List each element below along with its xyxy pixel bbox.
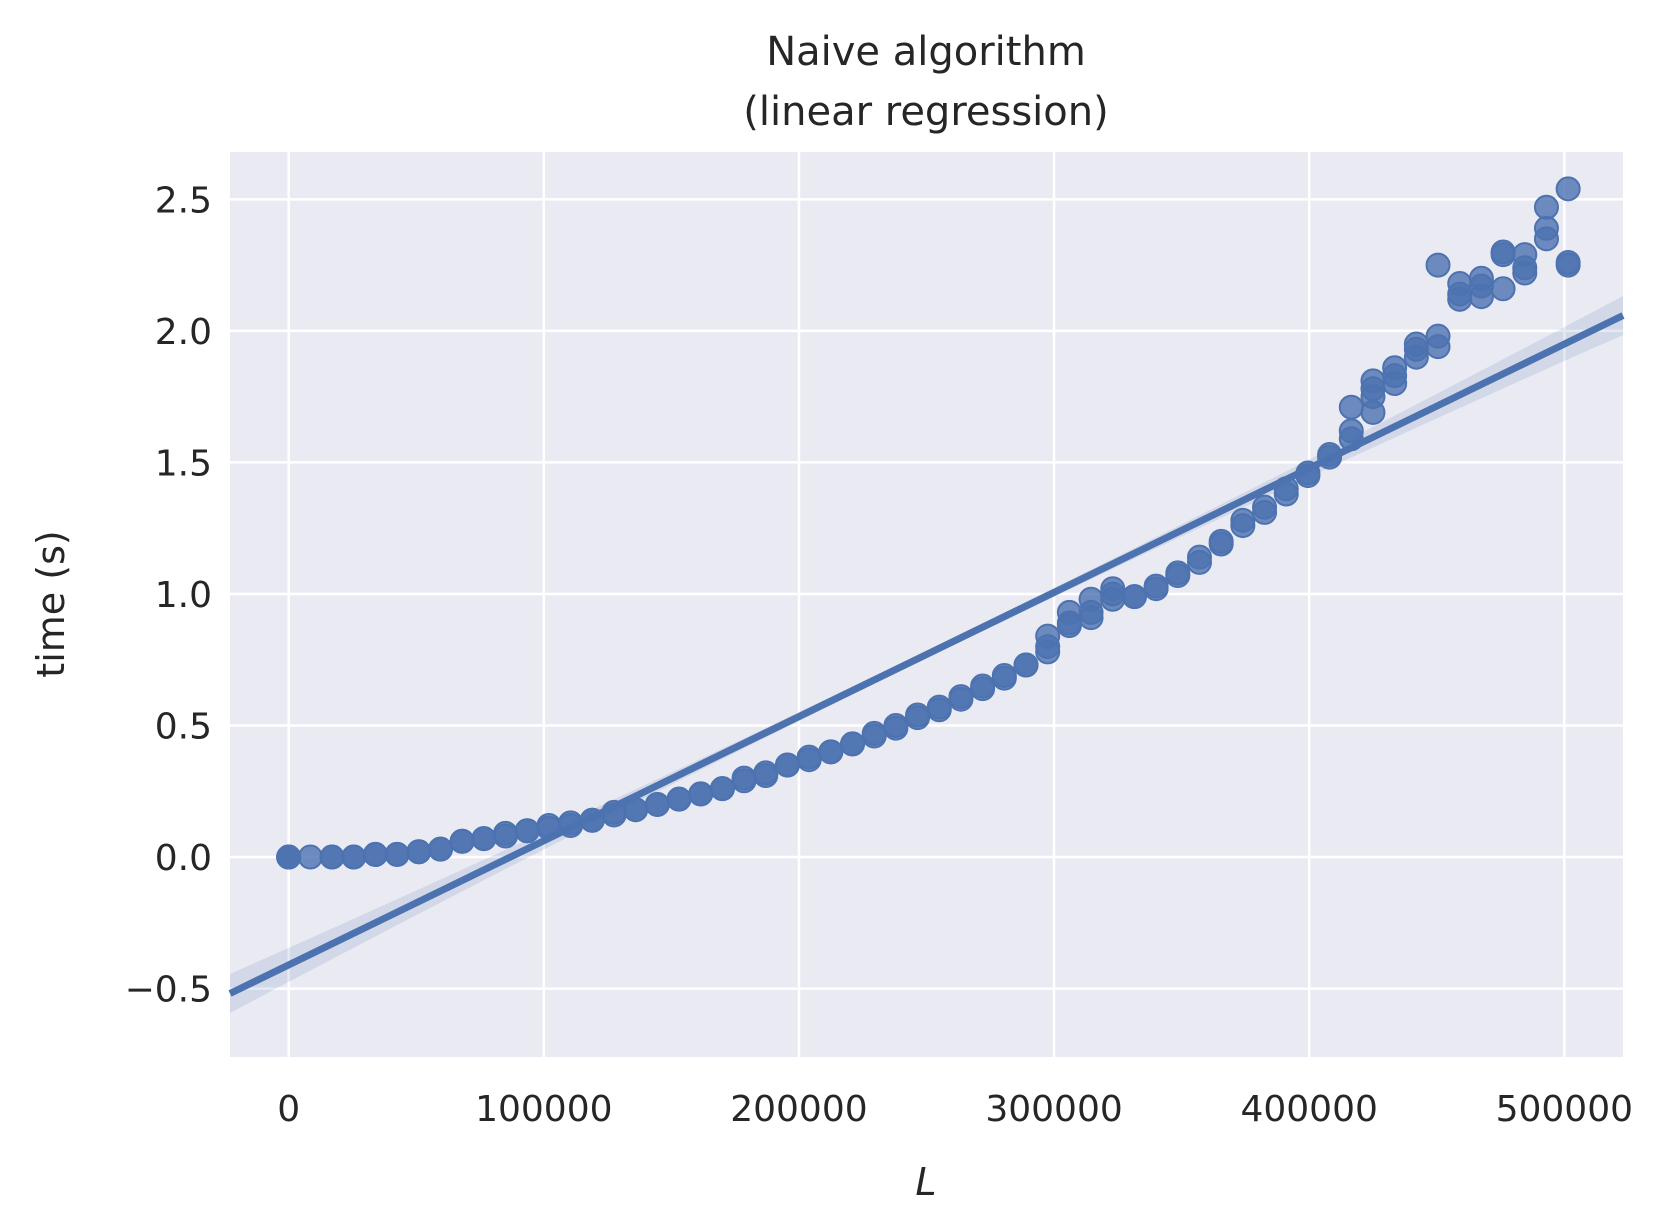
x-tick-label: 500000 xyxy=(1496,1089,1633,1130)
regression-line xyxy=(228,312,1625,997)
data-point xyxy=(384,841,410,867)
data-point xyxy=(1425,252,1451,278)
data-point xyxy=(948,686,974,712)
data-point xyxy=(731,768,757,794)
plot-background xyxy=(230,152,1623,1057)
x-tick-label: 200000 xyxy=(730,1089,867,1130)
x-tick-label: 400000 xyxy=(1240,1089,1377,1130)
data-point xyxy=(991,665,1017,691)
data-point xyxy=(1056,610,1082,636)
data-point xyxy=(666,786,692,812)
data-point xyxy=(753,763,779,789)
data-point xyxy=(362,841,388,867)
y-tick-label: 0.0 xyxy=(155,838,212,879)
data-point xyxy=(471,826,497,852)
data-point xyxy=(1100,586,1126,612)
chart-title: Naive algorithm xyxy=(766,29,1086,75)
data-point xyxy=(1035,639,1061,665)
data-point xyxy=(774,752,800,778)
data-point xyxy=(427,836,453,862)
data-point xyxy=(1360,399,1386,425)
data-point xyxy=(1447,286,1473,312)
data-point xyxy=(1078,605,1104,631)
y-tick-labels: −0.5 0.0 0.5 1.0 1.5 2.0 2.5 xyxy=(125,180,212,1010)
data-point xyxy=(1490,242,1516,268)
data-point xyxy=(1403,344,1429,370)
data-point xyxy=(883,715,909,741)
data-point xyxy=(1425,334,1451,360)
data-point xyxy=(1013,652,1039,678)
data-point xyxy=(1533,226,1559,252)
data-point xyxy=(1252,499,1278,525)
data-point xyxy=(709,776,735,802)
data-point xyxy=(449,828,475,854)
data-point xyxy=(493,820,519,846)
x-tick-labels: 0 100000 200000 300000 400000 500000 xyxy=(277,1089,1633,1130)
y-axis-label: time (s) xyxy=(29,530,73,677)
x-tick-label: 0 xyxy=(277,1089,300,1130)
y-tick-label: 2.0 xyxy=(155,312,212,353)
data-point xyxy=(688,781,714,807)
data-point xyxy=(818,739,844,765)
data-point xyxy=(319,844,345,870)
data-point xyxy=(1468,284,1494,310)
data-point xyxy=(1382,371,1408,397)
y-tick-label: 0.5 xyxy=(155,707,212,748)
y-tick-label: −0.5 xyxy=(125,970,212,1011)
data-point xyxy=(297,844,323,870)
data-point xyxy=(926,697,952,723)
data-point xyxy=(341,844,367,870)
data-point xyxy=(1555,176,1581,202)
data-point xyxy=(1490,276,1516,302)
x-axis-label: L xyxy=(915,1160,936,1204)
data-point xyxy=(1360,376,1386,402)
data-point xyxy=(1555,252,1581,278)
y-tick-label: 1.5 xyxy=(155,443,212,484)
data-point xyxy=(905,705,931,731)
data-point xyxy=(1121,584,1147,610)
y-tick-label: 1.0 xyxy=(155,575,212,616)
data-point xyxy=(1338,394,1364,420)
x-tick-label: 100000 xyxy=(475,1089,612,1130)
data-point xyxy=(514,818,540,844)
data-point xyxy=(406,839,432,865)
data-point xyxy=(276,844,302,870)
data-point xyxy=(1143,576,1169,602)
data-point xyxy=(970,676,996,702)
data-points xyxy=(276,176,1581,870)
data-point xyxy=(1208,531,1234,557)
data-point xyxy=(840,731,866,757)
data-point xyxy=(644,791,670,817)
data-point xyxy=(1230,513,1256,539)
data-point xyxy=(796,747,822,773)
y-tick-label: 2.5 xyxy=(155,180,212,221)
x-tick-label: 300000 xyxy=(985,1089,1122,1130)
data-point xyxy=(861,723,887,749)
data-point xyxy=(1512,260,1538,286)
chart-subtitle: (linear regression) xyxy=(743,89,1108,135)
data-point xyxy=(1186,549,1212,575)
data-point xyxy=(1165,563,1191,589)
data-point xyxy=(1533,194,1559,220)
regression-line-path xyxy=(228,312,1625,997)
